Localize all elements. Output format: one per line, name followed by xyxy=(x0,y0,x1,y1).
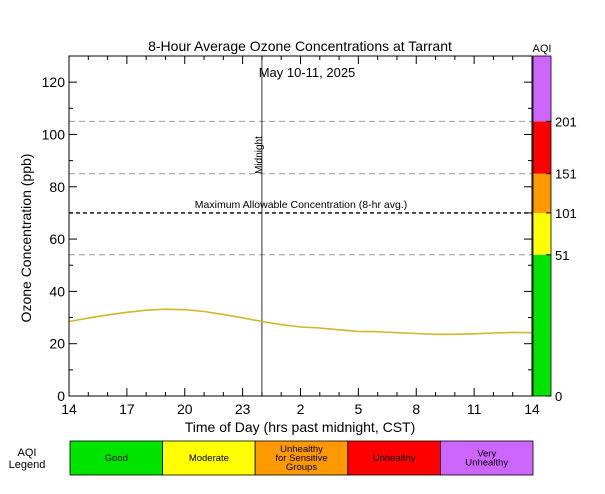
y-tick-label: 100 xyxy=(42,126,66,142)
y-tick-label: 80 xyxy=(49,179,65,195)
aqi-tick-label: 151 xyxy=(555,167,577,182)
aqi-scale-frame xyxy=(532,55,552,397)
legend-box xyxy=(69,440,163,476)
midnight-label: Midnight xyxy=(254,136,265,174)
y-tick-label: 120 xyxy=(42,74,66,90)
x-tick-label: 23 xyxy=(235,401,251,417)
legend-item-label: Unhealthy xyxy=(373,453,416,464)
plot-frame xyxy=(68,55,533,397)
y-tick-label: 60 xyxy=(49,231,65,247)
aqi-band xyxy=(533,56,551,122)
chart-title: 8-Hour Average Ozone Concentrations at T… xyxy=(148,38,452,54)
x-tick-label: 11 xyxy=(467,401,482,417)
legend-item-label: Unhealthy xyxy=(465,458,508,469)
y-tick-label: 40 xyxy=(49,283,65,299)
aqi-band xyxy=(533,121,551,174)
legend-item-label: Very xyxy=(477,449,496,460)
legend-item-label: Good xyxy=(105,453,128,464)
x-tick-label: 5 xyxy=(354,401,362,417)
reference-line-label: Maximum Allowable Concentration (8-hr av… xyxy=(195,199,407,211)
aqi-tick-label: 101 xyxy=(555,206,577,221)
ozone-series-line xyxy=(68,308,533,336)
aqi-tick-label: 0 xyxy=(555,389,562,404)
aqi-color-scale: 0 51 101 151 201 xyxy=(532,55,577,404)
legend-item-label: Groups xyxy=(286,462,317,473)
x-tick-label: 2 xyxy=(297,401,305,417)
x-axis-label: Time of Day (hrs past midnight, CST) xyxy=(185,419,416,435)
legend-item-label: for Sensitive xyxy=(275,453,327,464)
legend-title-line1: AQI xyxy=(18,447,37,459)
x-tick-label: 14 xyxy=(61,401,77,417)
y-tick-label: 20 xyxy=(49,336,65,352)
legend-item-label: Moderate xyxy=(189,453,229,464)
legend-title-line2: Legend xyxy=(9,459,46,471)
aqi-scale-title: AQI xyxy=(533,43,552,55)
x-tick-label: 8 xyxy=(412,401,420,417)
plot-area: 0 20 40 60 80 100 120 14 17 20 23 2 5 8 11 14 xyxy=(42,55,540,417)
y-axis-label: Ozone Concentration (ppb) xyxy=(18,154,34,323)
y-tick-label: 0 xyxy=(57,388,65,404)
x-tick-label: 17 xyxy=(119,401,135,417)
x-tick-label: 14 xyxy=(524,401,540,417)
aqi-band xyxy=(533,173,551,213)
legend-box xyxy=(347,440,441,476)
legend-item-label: Unhealthy xyxy=(280,444,323,455)
legend-box xyxy=(439,440,534,476)
aqi-band xyxy=(533,212,551,255)
aqi-tick-label: 201 xyxy=(555,114,577,129)
aqi-tick-label: 51 xyxy=(555,248,569,263)
x-tick-label: 20 xyxy=(177,401,193,417)
legend-box xyxy=(162,440,256,476)
chart-subtitle: May 10-11, 2025 xyxy=(259,65,356,80)
aqi-band xyxy=(533,254,551,396)
legend-box xyxy=(254,440,349,476)
